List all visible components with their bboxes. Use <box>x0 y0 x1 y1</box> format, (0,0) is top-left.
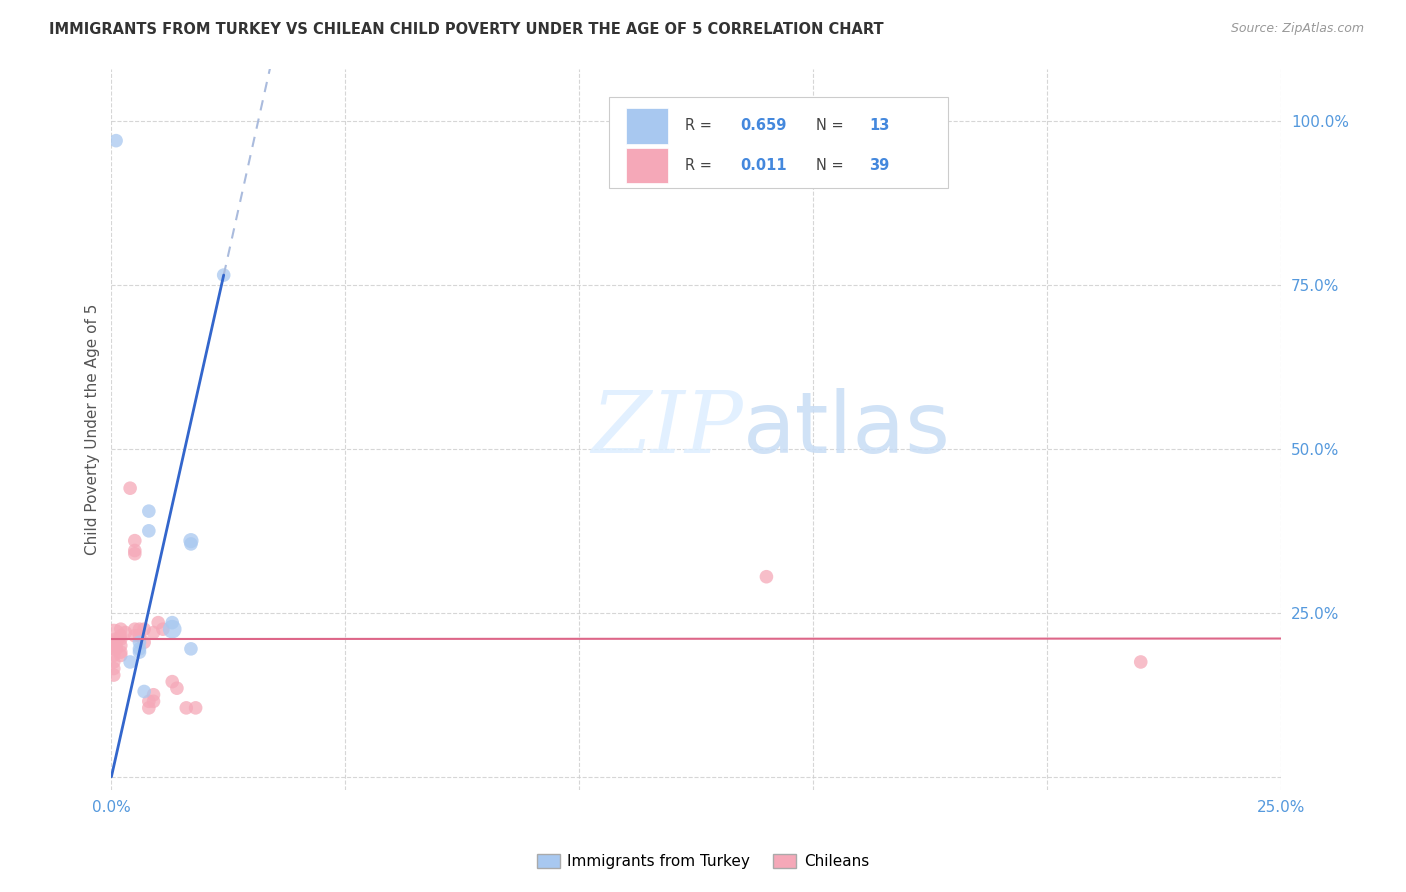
Point <box>128 645 150 659</box>
Point <box>124 622 146 636</box>
Point <box>160 615 183 630</box>
Point <box>180 533 202 548</box>
Point <box>124 533 146 548</box>
Y-axis label: Child Poverty Under the Age of 5: Child Poverty Under the Age of 5 <box>86 303 100 555</box>
Point <box>103 629 125 643</box>
Legend: Immigrants from Turkey, Chileans: Immigrants from Turkey, Chileans <box>531 848 875 875</box>
Point <box>166 681 188 696</box>
Point <box>105 639 128 653</box>
Point <box>103 648 125 663</box>
Text: 13: 13 <box>869 119 890 134</box>
Point <box>160 622 183 636</box>
Point <box>134 635 156 649</box>
Point <box>138 524 160 538</box>
Text: 39: 39 <box>869 158 890 173</box>
Point <box>138 694 160 708</box>
Point <box>180 537 202 551</box>
Point <box>142 625 165 640</box>
Point <box>110 639 132 653</box>
Point <box>103 641 125 656</box>
Point <box>134 684 156 698</box>
Point <box>103 635 125 649</box>
Point <box>134 622 156 636</box>
Point <box>128 635 150 649</box>
Point <box>160 674 183 689</box>
FancyBboxPatch shape <box>626 108 668 144</box>
Point <box>110 629 132 643</box>
FancyBboxPatch shape <box>626 148 668 184</box>
Point <box>142 688 165 702</box>
Point <box>152 622 174 636</box>
Point <box>110 622 132 636</box>
Text: R =: R = <box>685 158 716 173</box>
Point <box>120 655 142 669</box>
Point <box>105 134 128 148</box>
Text: IMMIGRANTS FROM TURKEY VS CHILEAN CHILD POVERTY UNDER THE AGE OF 5 CORRELATION C: IMMIGRANTS FROM TURKEY VS CHILEAN CHILD … <box>49 22 884 37</box>
Point <box>103 668 125 682</box>
Point <box>138 504 160 518</box>
Point <box>103 661 125 675</box>
Point <box>110 632 132 646</box>
Point <box>128 641 150 656</box>
Point <box>120 481 142 495</box>
Point <box>105 632 128 646</box>
Point <box>110 648 132 663</box>
Point <box>174 701 197 715</box>
Text: R =: R = <box>685 119 716 134</box>
Point <box>105 641 128 656</box>
Point <box>138 701 160 715</box>
Point <box>128 622 150 636</box>
Text: N =: N = <box>815 158 848 173</box>
Text: ZIP: ZIP <box>591 388 742 470</box>
Point <box>114 625 136 640</box>
Point <box>180 641 202 656</box>
Text: Source: ZipAtlas.com: Source: ZipAtlas.com <box>1230 22 1364 36</box>
Point <box>128 629 150 643</box>
Point <box>148 615 170 630</box>
Point <box>212 268 235 282</box>
Point <box>124 629 146 643</box>
Text: 0.659: 0.659 <box>741 119 787 134</box>
Point <box>124 547 146 561</box>
Text: N =: N = <box>815 119 848 134</box>
Text: 0.011: 0.011 <box>741 158 787 173</box>
Point <box>1129 655 1152 669</box>
Point <box>110 645 132 659</box>
Point <box>103 655 125 669</box>
Point <box>755 570 778 584</box>
Point <box>142 694 165 708</box>
Text: atlas: atlas <box>742 388 950 471</box>
Point <box>184 701 207 715</box>
Point <box>124 543 146 558</box>
FancyBboxPatch shape <box>609 97 948 187</box>
